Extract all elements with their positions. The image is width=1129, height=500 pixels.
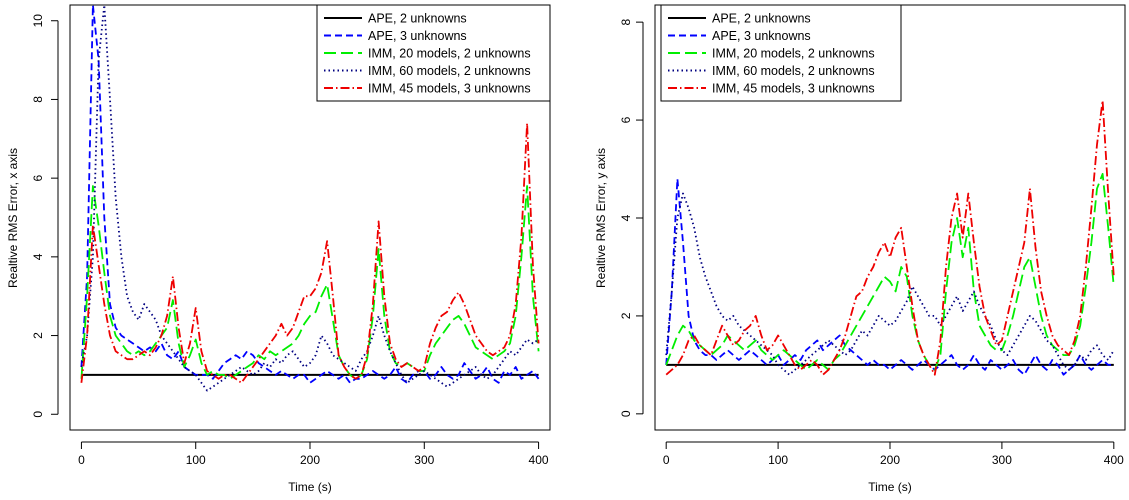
y-tick-label: 0 xyxy=(619,410,633,417)
legend-box xyxy=(660,4,902,102)
legend: APE, 2 unknowns APE, 3 unknowns IMM, 20 mo… xyxy=(316,4,551,102)
legend-label: IMM, 45 models, 3 unknowns xyxy=(712,82,875,96)
y-tick-label: 2 xyxy=(619,312,633,319)
axis-layer: 0 100 200 300 400 0 2 4 6 8 xyxy=(619,18,1124,467)
x-tick-label: 300 xyxy=(992,453,1012,467)
y-tick-label: 10 xyxy=(31,14,45,28)
axis-layer: 0 100 200 300 400 0 2 4 6 8 10 xyxy=(31,14,549,467)
series-line-4 xyxy=(80,4,540,392)
y-tick-label: 8 xyxy=(619,18,633,25)
legend-label: APE, 3 unknowns xyxy=(712,29,811,43)
y-tick-label: 6 xyxy=(619,116,633,123)
y-axis-label: Realtive RMS Error, x axis xyxy=(6,148,20,288)
x-tick-label: 200 xyxy=(300,453,320,467)
y-tick-label: 0 xyxy=(31,411,45,418)
legend-label: IMM, 45 models, 3 unknowns xyxy=(368,82,531,96)
x-tick-label: 100 xyxy=(186,453,206,467)
y-tick-label: 4 xyxy=(31,253,45,260)
y-tick-label: 2 xyxy=(31,332,45,339)
y-tick-label: 8 xyxy=(31,96,45,103)
series-line-2 xyxy=(80,4,540,384)
x-tick-label: 0 xyxy=(78,453,85,467)
series-layer xyxy=(80,4,540,392)
plot-frame xyxy=(69,4,551,431)
x-tick-label: 0 xyxy=(663,453,670,467)
series-line-2 xyxy=(665,177,1114,376)
legend-label: IMM, 20 models, 2 unknowns xyxy=(712,47,875,61)
series-line-5 xyxy=(80,122,540,384)
y-tick-label: 6 xyxy=(31,174,45,181)
x-axis-label: Time (s) xyxy=(288,480,332,494)
legend-label: APE, 2 unknowns xyxy=(368,12,467,26)
series-line-4 xyxy=(665,192,1115,376)
legend-box xyxy=(316,4,551,102)
chart-panel-x-axis: 0 100 200 300 400 0 2 4 6 8 10 Time (s) Realtive R… xyxy=(6,4,551,494)
x-tick-label: 400 xyxy=(1104,453,1124,467)
legend-label: APE, 3 unknowns xyxy=(368,29,467,43)
x-tick-label: 400 xyxy=(529,453,549,467)
x-tick-label: 100 xyxy=(768,453,788,467)
series-line-3 xyxy=(665,172,1115,371)
series-line-3 xyxy=(80,185,540,380)
x-axis-label: Time (s) xyxy=(868,480,912,494)
legend-label: APE, 2 unknowns xyxy=(712,12,811,26)
chart-panel-y-axis: 0 100 200 300 400 0 2 4 6 8 Time (s) Realtive RMS… xyxy=(594,4,1126,494)
x-tick-label: 200 xyxy=(880,453,900,467)
y-axis-label: Realtive RMS Error, y axis xyxy=(594,148,608,288)
legend: APE, 2 unknowns APE, 3 unknowns IMM, 20 mo… xyxy=(660,4,902,102)
series-line-5 xyxy=(665,99,1115,376)
legend-label: IMM, 60 models, 2 unknowns xyxy=(712,64,875,78)
y-tick-label: 4 xyxy=(619,214,633,221)
series-layer xyxy=(665,99,1115,376)
legend-label: IMM, 60 models, 2 unknowns xyxy=(368,64,531,78)
x-tick-label: 300 xyxy=(414,453,434,467)
legend-label: IMM, 20 models, 2 unknowns xyxy=(368,47,531,61)
